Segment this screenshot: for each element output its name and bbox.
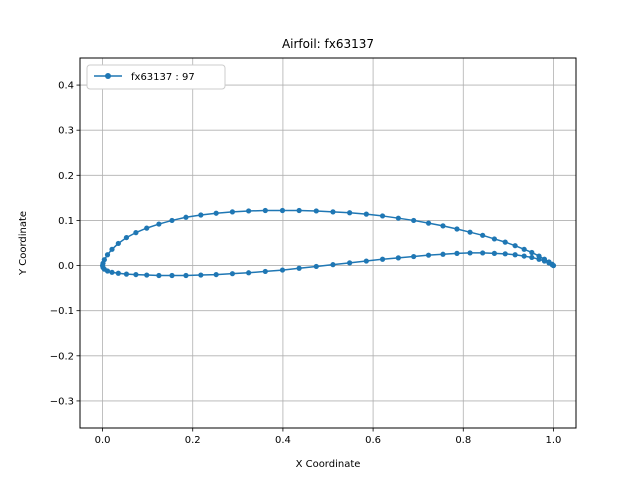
data-point bbox=[536, 256, 542, 262]
y-tick-label: −0.2 bbox=[50, 351, 74, 362]
data-point bbox=[480, 232, 486, 238]
legend: fx63137 : 97 bbox=[86, 64, 226, 90]
data-point bbox=[169, 272, 175, 279]
data-point bbox=[246, 270, 252, 276]
y-tick-label: 0.4 bbox=[58, 81, 74, 92]
y-tick-label: 0.2 bbox=[58, 171, 74, 182]
data-point bbox=[440, 223, 446, 229]
data-point bbox=[109, 269, 115, 275]
y-tick-label: 0.1 bbox=[58, 216, 74, 227]
legend-marker bbox=[105, 73, 111, 79]
data-point bbox=[313, 208, 319, 214]
data-point bbox=[115, 270, 121, 276]
data-point bbox=[198, 212, 204, 218]
data-point bbox=[512, 252, 518, 258]
data-point bbox=[246, 208, 252, 214]
y-axis-ticks: −0.3 −0.2 −0.1 0.0 0.1 0.2 0.3 0.4 bbox=[50, 81, 80, 407]
data-point bbox=[425, 252, 432, 258]
data-point bbox=[480, 250, 486, 256]
data-point bbox=[467, 229, 473, 235]
data-point bbox=[115, 240, 121, 247]
data-point bbox=[502, 251, 508, 257]
data-point bbox=[144, 272, 150, 278]
plot-frame bbox=[79, 57, 577, 429]
data-point bbox=[363, 258, 369, 264]
data-point bbox=[144, 225, 150, 231]
data-point bbox=[330, 262, 336, 268]
data-point bbox=[262, 268, 268, 275]
data-point bbox=[454, 226, 460, 232]
data-point bbox=[279, 207, 286, 214]
data-point bbox=[183, 214, 189, 220]
y-tick-label: 0.3 bbox=[58, 126, 74, 137]
data-point bbox=[156, 221, 162, 227]
data-point bbox=[379, 213, 386, 219]
data-point bbox=[521, 253, 527, 259]
legend-entry-label: fx63137 : 97 bbox=[131, 72, 195, 83]
data-point bbox=[123, 271, 130, 277]
data-point bbox=[104, 268, 111, 274]
data-point bbox=[411, 253, 417, 260]
data-point bbox=[512, 243, 518, 249]
data-point bbox=[395, 255, 401, 261]
data-point bbox=[550, 262, 557, 269]
x-tick-label: 0.2 bbox=[185, 435, 201, 446]
data-point bbox=[379, 256, 386, 262]
data-point bbox=[521, 246, 527, 252]
data-point bbox=[347, 260, 353, 266]
data-point bbox=[440, 251, 446, 257]
data-point bbox=[279, 267, 286, 273]
data-point bbox=[395, 215, 401, 221]
data-point bbox=[296, 207, 302, 214]
data-point bbox=[229, 209, 236, 215]
data-point bbox=[425, 220, 432, 226]
data-point bbox=[213, 210, 219, 216]
data-point bbox=[541, 258, 548, 264]
data-point bbox=[467, 250, 473, 256]
data-point bbox=[296, 265, 302, 271]
data-point bbox=[229, 271, 236, 277]
data-point bbox=[169, 217, 175, 224]
series-group bbox=[99, 207, 557, 279]
data-point bbox=[491, 236, 497, 242]
data-point bbox=[502, 239, 508, 245]
y-axis-label: Y Coordinate bbox=[18, 211, 29, 276]
x-tick-label: 0.4 bbox=[275, 435, 291, 446]
x-tick-label: 1.0 bbox=[546, 435, 562, 446]
data-point bbox=[313, 263, 319, 270]
data-point bbox=[330, 209, 336, 215]
data-point bbox=[529, 249, 535, 256]
data-point bbox=[104, 252, 111, 258]
data-point bbox=[198, 272, 204, 278]
data-point bbox=[491, 250, 497, 256]
data-point bbox=[411, 217, 417, 224]
data-point bbox=[133, 271, 139, 278]
x-tick-label: 0.6 bbox=[365, 435, 381, 446]
x-axis-ticks: 0.0 0.2 0.4 0.6 0.8 1.0 bbox=[95, 428, 562, 446]
data-point bbox=[109, 246, 115, 252]
chart-title: Airfoil: fx63137 bbox=[282, 37, 374, 51]
data-point bbox=[183, 272, 189, 279]
data-point bbox=[363, 211, 369, 217]
data-point bbox=[213, 271, 219, 278]
legend-box bbox=[86, 64, 226, 90]
y-tick-label: −0.3 bbox=[50, 396, 74, 407]
x-axis-label: X Coordinate bbox=[296, 459, 361, 470]
data-point bbox=[529, 254, 535, 261]
data-point bbox=[262, 207, 268, 214]
data-point bbox=[133, 230, 139, 236]
x-tick-label: 0.8 bbox=[455, 435, 471, 446]
data-point bbox=[123, 234, 130, 241]
y-tick-label: −0.1 bbox=[50, 306, 74, 317]
y-tick-label: 0.0 bbox=[58, 261, 74, 272]
x-tick-label: 0.0 bbox=[95, 435, 111, 446]
data-point bbox=[347, 210, 353, 216]
data-point bbox=[454, 250, 460, 256]
data-point bbox=[156, 272, 162, 279]
